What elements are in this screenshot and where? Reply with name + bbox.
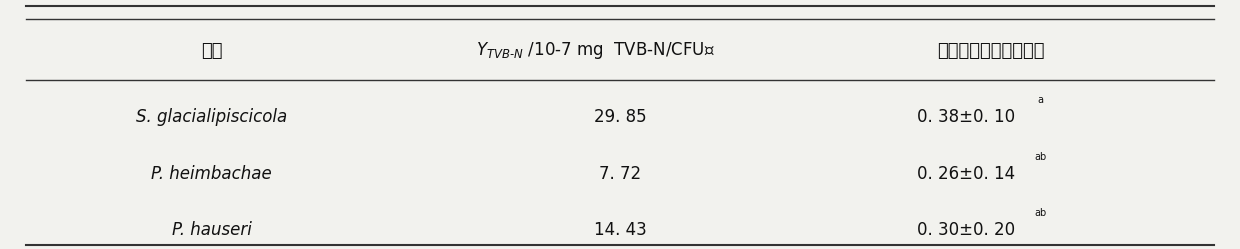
- Text: P. heimbachae: P. heimbachae: [151, 165, 272, 183]
- Text: ab: ab: [1034, 208, 1047, 218]
- Text: 菌株: 菌株: [201, 42, 222, 60]
- Text: 新型计算方法致腐因子: 新型计算方法致腐因子: [937, 42, 1045, 60]
- Text: 0. 30±0. 20: 0. 30±0. 20: [918, 221, 1016, 239]
- Text: 7. 72: 7. 72: [599, 165, 641, 183]
- Text: 0. 26±0. 14: 0. 26±0. 14: [918, 165, 1016, 183]
- Text: P. hauseri: P. hauseri: [172, 221, 252, 239]
- Text: 14. 43: 14. 43: [594, 221, 646, 239]
- Text: ab: ab: [1034, 151, 1047, 162]
- Text: S. glacialipiscicola: S. glacialipiscicola: [136, 108, 288, 126]
- Text: 0. 38±0. 10: 0. 38±0. 10: [918, 108, 1016, 126]
- Text: a: a: [1038, 95, 1044, 105]
- Text: $\mathit{Y}_{TVB\text{-}N}$ /10-7 mg  TVB-N/CFU）: $\mathit{Y}_{TVB\text{-}N}$ /10-7 mg TVB…: [476, 40, 714, 61]
- Text: 29. 85: 29. 85: [594, 108, 646, 126]
